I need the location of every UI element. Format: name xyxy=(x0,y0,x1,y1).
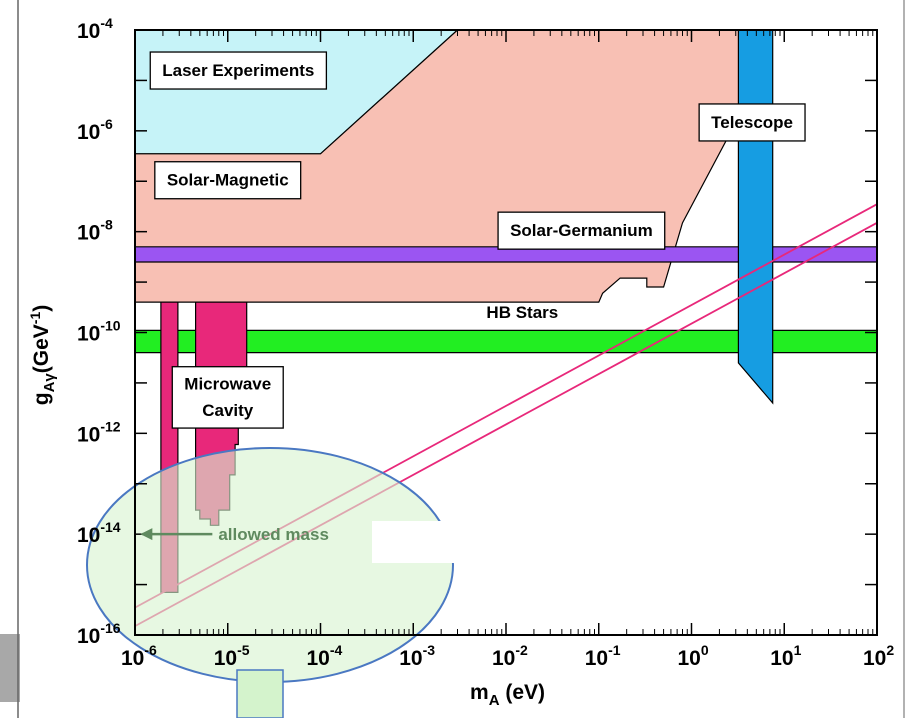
region-label-box xyxy=(698,103,806,142)
y-tick-label: 10-10 xyxy=(77,318,121,346)
y-axis-title-unit-pre: (GeV xyxy=(30,324,53,373)
x-tick-label: 10-6 xyxy=(121,642,157,670)
microwave-cavity-box xyxy=(171,366,284,429)
region-label-text: Laser Experiments xyxy=(162,61,314,80)
region-label-solar-germanium: Solar-Germanium xyxy=(497,211,666,250)
x-tick-label: 100 xyxy=(678,642,709,670)
y-axis-title-unit-post: ) xyxy=(30,305,53,312)
x-tick-label: 101 xyxy=(770,642,801,670)
x-axis-title-unit: (eV) xyxy=(500,681,546,704)
y-tick-label: 10-8 xyxy=(77,217,113,245)
y-tick-label: 10-14 xyxy=(77,519,121,547)
region-label-laser-experiments: Laser Experiments xyxy=(149,51,328,90)
ticks-layer: 10-6 10-5 10-4 10-3 10-2 10-1 100 101 102 10-4 10-… xyxy=(77,15,894,670)
x-tick-label: 10-5 xyxy=(214,642,250,670)
region-label-box xyxy=(149,51,328,90)
x-axis-title-main: m xyxy=(470,681,489,704)
region-label-text: Telescope xyxy=(711,113,793,132)
region-hb-stars-3 xyxy=(135,329,877,354)
gray-side-panel xyxy=(0,634,20,702)
allowed-mass-box xyxy=(236,669,284,718)
region-label-cavity: Cavity xyxy=(202,401,254,420)
x-axis-title-sub: A xyxy=(489,692,500,709)
region-label-hb-stars: HB Stars xyxy=(486,303,558,322)
allowed-mass-label: allowed mass xyxy=(218,525,329,544)
region-label-microwave: Microwave xyxy=(184,375,271,394)
labels-layer: Laser Experiments Solar-Magnetic Solar-Ger… xyxy=(140,51,806,544)
y-axis-title-main: g xyxy=(30,392,53,405)
y-axis-title-sub: Aγ xyxy=(41,373,58,393)
x-tick-label: 10-2 xyxy=(492,642,528,670)
allowed-mass-arrowhead xyxy=(140,528,153,541)
region-label-text: Microwave xyxy=(184,375,271,394)
region-label-box xyxy=(154,161,302,200)
y-tick-label: 10-4 xyxy=(77,15,113,43)
y-axis-title-unit-sup: -1 xyxy=(27,312,43,325)
region-label-text: HB Stars xyxy=(486,303,558,322)
region-telescope-4 xyxy=(737,30,774,405)
whiteout-box xyxy=(372,521,518,563)
x-tick-label: 10-4 xyxy=(307,642,343,670)
region-label-text: Solar-Germanium xyxy=(510,221,653,240)
region-label-box xyxy=(497,211,666,250)
y-tick-label: 10-12 xyxy=(77,418,121,446)
x-tick-label: 10-1 xyxy=(585,642,621,670)
region-label-text: Solar-Magnetic xyxy=(167,171,289,190)
region-label-text: Cavity xyxy=(202,401,254,420)
y-tick-label: 10-16 xyxy=(77,620,121,648)
x-tick-label: 10-3 xyxy=(399,642,435,670)
y-tick-label: 10-6 xyxy=(77,116,113,144)
region-label-telescope: Telescope xyxy=(698,103,806,142)
y-axis-title: gAγ(GeV-1) xyxy=(27,305,58,405)
x-axis-title: mA (eV) xyxy=(470,681,545,709)
region-label-solar-magnetic: Solar-Magnetic xyxy=(154,161,302,200)
allowed-mass-annotation: allowed mass xyxy=(140,525,329,544)
x-tick-label: 102 xyxy=(863,642,894,670)
